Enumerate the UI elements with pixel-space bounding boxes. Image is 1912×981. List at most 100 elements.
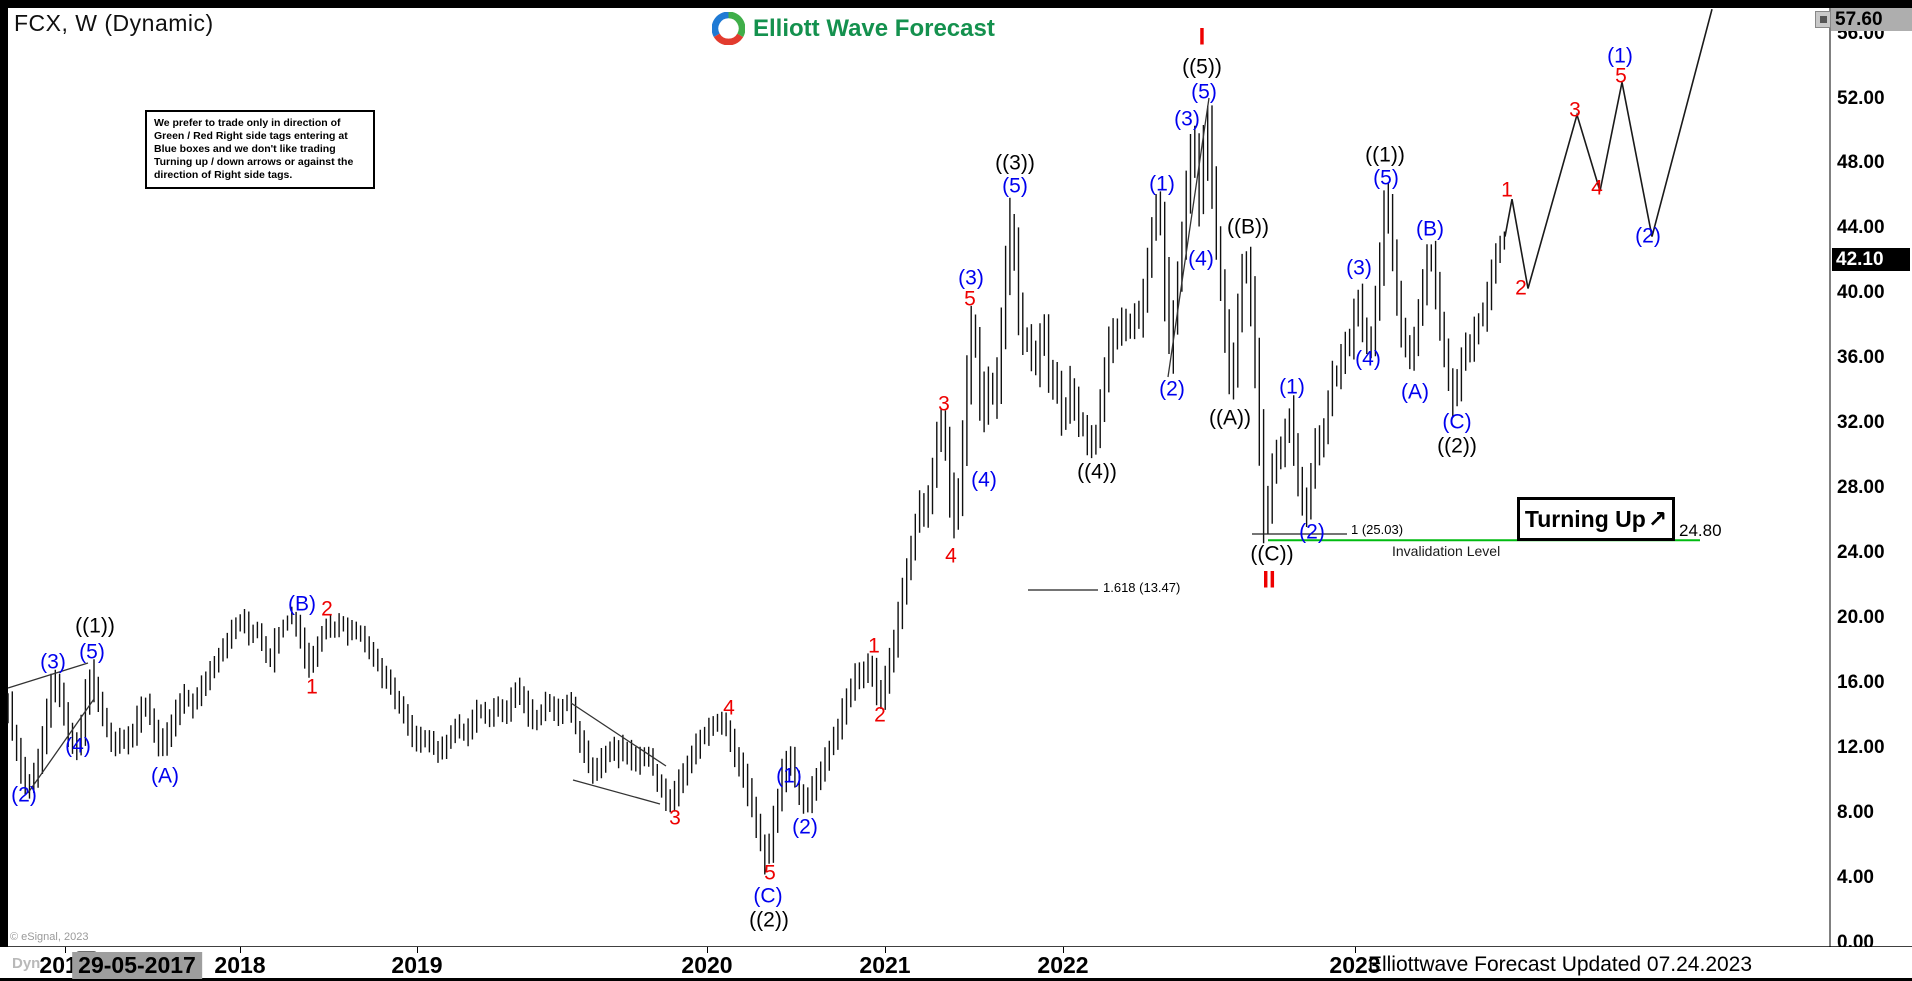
wave-label-C-blue: (C) <box>1442 410 1472 434</box>
price-tick-28.00: 28.00 <box>1837 477 1885 499</box>
wave-label-3-red: 3 <box>938 392 950 416</box>
time-tick <box>885 947 886 953</box>
wave-label-II-red: II <box>1262 566 1276 594</box>
wave-label-C-black: ((C)) <box>1250 542 1294 566</box>
wave-label-B-blue: (B) <box>288 592 316 616</box>
wave-label-2-red: 2 <box>874 703 886 727</box>
wave-label-4-red: 4 <box>945 544 957 568</box>
trendline <box>572 779 661 805</box>
price-tick-20.00: 20.00 <box>1837 607 1885 629</box>
wave-label-2-blue: (2) <box>1159 377 1185 401</box>
turning-up-text: Turning Up <box>1524 505 1646 532</box>
wave-label-2-blue: (2) <box>1299 520 1325 544</box>
fib-label: 1.618 (13.47) <box>1103 580 1181 595</box>
price-tick-16.00: 16.00 <box>1837 672 1885 694</box>
current-price-badge: 42.10 <box>1832 248 1910 271</box>
invalidation-level-label: Invalidation Level <box>1392 543 1501 559</box>
trendline <box>1167 97 1210 378</box>
wave-label-2-red: 2 <box>321 597 333 621</box>
wave-label-A-blue: (A) <box>1401 380 1429 404</box>
wave-label-1-red: 1 <box>868 634 880 658</box>
time-label-2022: 2022 <box>1037 952 1089 978</box>
price-tick-48.00: 48.00 <box>1837 152 1885 174</box>
target-price-badge: 57.60 <box>1831 8 1912 31</box>
wave-label-1-blue: (1) <box>776 764 802 788</box>
time-label-2023: 2023 <box>1329 952 1381 978</box>
wave-label-I-red: I <box>1198 23 1206 51</box>
time-label-2018: 2018 <box>214 952 266 978</box>
wave-label-1-red: 1 <box>1501 178 1513 202</box>
trendline <box>570 702 667 767</box>
wave-label-A-blue: (A) <box>151 764 179 788</box>
dyn-mode-label: Dyn <box>12 955 41 972</box>
top-border <box>0 0 1912 8</box>
symbol-title: FCX, W (Dynamic) <box>14 10 214 36</box>
price-marker-icon <box>1815 11 1831 28</box>
wave-label-5-blue: (5) <box>79 640 105 664</box>
wave-label-B-black: ((B)) <box>1227 215 1269 239</box>
price-bars <box>7 105 1506 875</box>
price-tick-32.00: 32.00 <box>1837 412 1885 434</box>
wave-label-5-red: 5 <box>1615 64 1627 88</box>
brand-logo: Elliott Wave Forecast <box>711 11 995 46</box>
fib-label: 1 (25.03) <box>1351 522 1404 537</box>
wave-label-4-blue: (4) <box>971 468 997 492</box>
price-tick-8.00: 8.00 <box>1837 802 1874 824</box>
wave-label-C-blue: (C) <box>753 884 783 908</box>
wave-label-2-blue: (2) <box>792 815 818 839</box>
wave-label-2-red: 2 <box>1515 276 1527 300</box>
price-tick-44.00: 44.00 <box>1837 217 1885 239</box>
wave-label-4-blue: (4) <box>1188 247 1214 271</box>
bottom-border <box>0 978 1912 981</box>
trendline <box>7 662 89 689</box>
wave-label-4-blue: (4) <box>65 734 91 758</box>
wave-label-4-blue: (4) <box>1355 347 1381 371</box>
esignal-watermark: © eSignal, 2023 <box>10 931 89 943</box>
invalidation-price-label: 24.80 <box>1679 521 1722 540</box>
time-label-29-05-2017: 29-05-2017 <box>72 952 202 979</box>
wave-label-1-red: 1 <box>306 675 318 699</box>
wave-label-1-blue: (1) <box>1607 44 1633 68</box>
time-tick <box>417 947 418 953</box>
forecast-projection-line <box>1504 8 1713 289</box>
arrow-up-right-icon: ↗ <box>1647 505 1668 532</box>
wave-label-B-blue: (B) <box>1416 217 1444 241</box>
time-tick <box>1063 947 1064 953</box>
wave-label-5-blue: (5) <box>1191 80 1217 104</box>
time-tick <box>1355 947 1356 953</box>
time-label-2021: 2021 <box>859 952 911 978</box>
time-tick <box>707 947 708 953</box>
price-tick-12.00: 12.00 <box>1837 737 1885 759</box>
wave-label-3-red: 3 <box>1569 98 1581 122</box>
price-tick-36.00: 36.00 <box>1837 347 1885 369</box>
wave-label-5-black: ((5)) <box>1182 55 1222 79</box>
time-tick <box>240 947 241 953</box>
wave-label-2-blue: (2) <box>1635 224 1661 248</box>
wave-label-3-red: 3 <box>669 806 681 830</box>
updated-date-label: Elliottwave Forecast Updated 07.24.2023 <box>1367 953 1753 976</box>
wave-label-2-blue: (2) <box>11 783 37 807</box>
time-axis[interactable]: Dyn Elliottwave Forecast Updated 07.24.2… <box>0 947 1912 979</box>
wave-label-1-black: ((1)) <box>75 614 115 638</box>
disclaimer-note: We prefer to trade only in direction of … <box>145 110 375 189</box>
wave-label-3-blue: (3) <box>40 650 66 674</box>
brand-name: Elliott Wave Forecast <box>753 14 995 42</box>
wave-label-5-blue: (5) <box>1373 166 1399 190</box>
wave-label-3-blue: (3) <box>1346 256 1372 280</box>
price-tick-40.00: 40.00 <box>1837 282 1885 304</box>
time-label-2020: 2020 <box>681 952 733 978</box>
wave-label-4-red: 4 <box>723 696 735 720</box>
wave-label-3-blue: (3) <box>1174 107 1200 131</box>
time-label-2019: 2019 <box>391 952 443 978</box>
wave-label-5-red: 5 <box>964 287 976 311</box>
wave-label-1-black: ((1)) <box>1365 143 1405 167</box>
wave-label-4-red: 4 <box>1591 176 1603 200</box>
turning-up-badge: Turning Up ↗ <box>1517 497 1675 541</box>
price-tick-4.00: 4.00 <box>1837 867 1874 889</box>
price-tick-52.00: 52.00 <box>1837 87 1885 109</box>
price-axis[interactable]: 56.00 52.00 48.00 44.00 40.00 36.00 32.00 28.00… <box>1830 8 1912 953</box>
wave-label-3-blue: (3) <box>958 266 984 290</box>
wave-label-4-black: ((4)) <box>1077 460 1117 484</box>
